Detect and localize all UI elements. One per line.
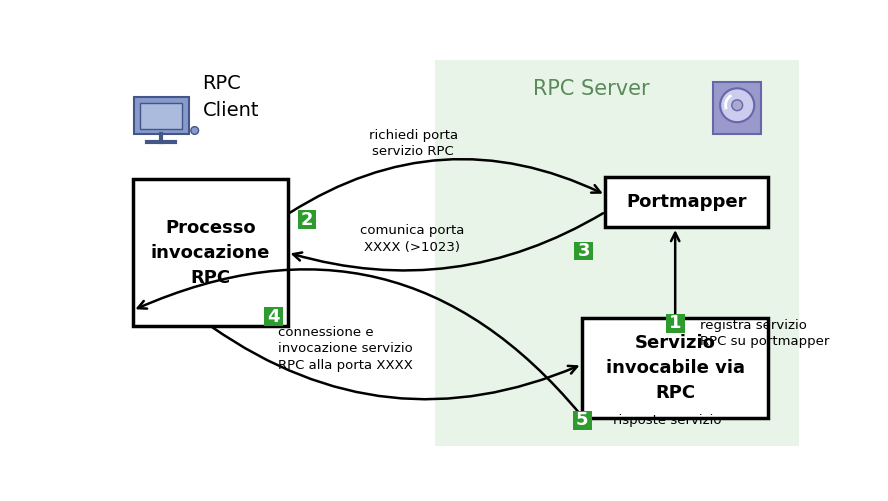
Text: 4: 4 [267,308,280,326]
Text: risposte servizio: risposte servizio [614,414,722,427]
Bar [583,318,768,418]
Text: registra servizio
RPC su portmapper: registra servizio RPC su portmapper [700,319,829,348]
Bar [573,411,591,430]
Circle shape [191,127,199,134]
Text: richiedi porta
servizio RPC: richiedi porta servizio RPC [369,129,458,158]
Text: comunica porta
XXXX (>1023): comunica porta XXXX (>1023) [360,224,464,254]
Bar [713,82,761,134]
Text: connessione e
invocazione servizio
RPC alla porta XXXX: connessione e invocazione servizio RPC a… [278,326,413,372]
Bar [134,97,188,134]
Bar [132,179,288,326]
Bar [140,103,182,129]
Text: Servizio
invocabile via
RPC: Servizio invocabile via RPC [606,334,745,402]
Text: RPC Server: RPC Server [533,79,650,99]
Text: Portmapper: Portmapper [627,193,747,211]
Text: 3: 3 [577,242,590,260]
Circle shape [720,88,754,122]
Bar [666,314,685,333]
Text: RPC
Client: RPC Client [202,74,259,120]
Text: Processo
invocazione
RPC: Processo invocazione RPC [150,218,270,287]
Text: 5: 5 [576,411,589,429]
Bar [606,177,768,227]
Text: 1: 1 [669,315,681,333]
Circle shape [732,100,742,111]
Bar [575,242,593,261]
Bar [265,307,283,326]
Text: 2: 2 [301,210,313,228]
Bar [435,60,799,446]
Bar [297,210,316,229]
